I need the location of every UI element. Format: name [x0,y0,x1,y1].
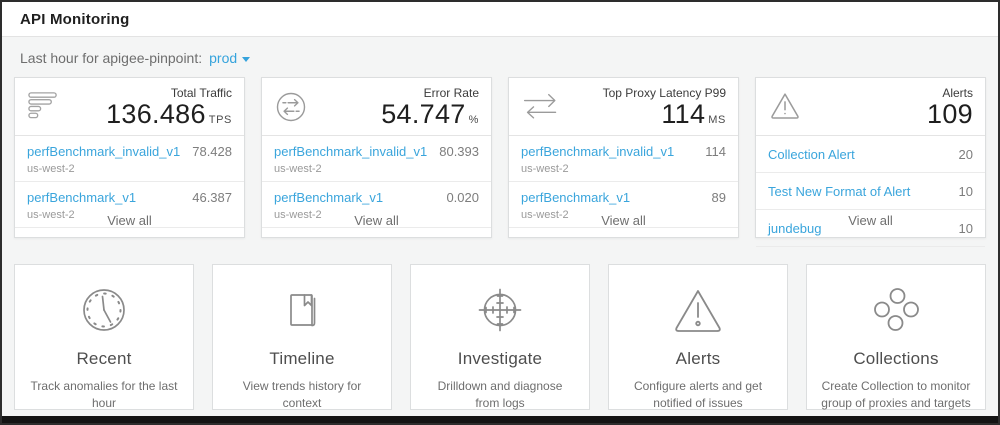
swap-arrows-icon [521,90,561,122]
exchange-arrows-circle-icon [274,90,308,124]
nav-card-title: Investigate [457,349,543,368]
stat-unit: MS [708,114,726,126]
table-row: perfBenchmark_v1 46.387 us-west-2 [15,182,244,228]
latency-header: Top Proxy Latency P99 114 MS [509,78,738,136]
table-row: jundebug 10 [756,210,985,247]
context-label: Last hour for apigee-pinpoint: [20,50,203,66]
nav-card-title: Recent [76,349,132,368]
view-all-link[interactable]: View all [354,213,399,228]
stat-cards-row: Total Traffic 136.486 TPS perfBenchmark_i… [14,77,986,247]
crosshair-icon [411,280,589,340]
stat-unit: % [468,114,479,126]
nav-card-title: Collections [853,349,939,368]
row-region: us-west-2 [27,162,75,175]
view-all-link[interactable]: View all [848,213,893,228]
error-rate-header: Error Rate 54.747% [262,78,491,136]
proxy-link[interactable]: perfBenchmark_v1 [521,189,631,205]
stat-label: Top Proxy Latency P99 [602,86,726,100]
row-value: 46.387 [192,189,232,205]
page-title: API Monitoring [20,11,130,28]
row-value: 10 [958,183,973,199]
row-region: us-west-2 [274,162,322,175]
stat-value: 136.486 [106,99,206,129]
nav-card-description: Configure alerts and get notified of iss… [633,379,763,411]
book-bookmark-icon [213,280,391,340]
row-value: 80.393 [439,143,479,159]
alerts-header: Alerts 109 [756,78,985,136]
nav-card-description: Drilldown and diagnose from logs [437,379,563,411]
table-row: perfBenchmark_invalid_v1 114 us-west-2 [509,136,738,182]
proxy-link[interactable]: perfBenchmark_invalid_v1 [521,143,675,159]
context-bar: Last hour for apigee-pinpoint: prod [2,37,998,75]
proxy-link[interactable]: perfBenchmark_v1 [274,189,384,205]
table-row: perfBenchmark_invalid_v1 80.393 us-west-… [262,136,491,182]
nav-card-title: Timeline [269,349,335,368]
row-region: us-west-2 [521,162,569,175]
nav-card-collections[interactable]: Collections Create Collection to monitor… [806,264,986,410]
warning-triangle-icon [609,280,787,340]
alerts-card: Alerts 109 Collection Alert 20 Test New … [755,77,986,247]
nav-card-timeline[interactable]: Timeline View trends history for context [212,264,392,410]
table-row: Collection Alert 20 [756,136,985,173]
nav-cards-row: Recent Track anomalies for the last hour… [14,264,986,410]
nav-card-description: Create Collection to monitor group of pr… [821,379,971,411]
bar-chart-icon [27,90,60,120]
proxy-link[interactable]: perfBenchmark_v1 [27,189,137,205]
error-rate-card: Error Rate 54.747% perfBenchmark_invalid… [261,77,492,238]
row-value: 78.428 [192,143,232,159]
table-row: perfBenchmark_v1 0.020 us-west-2 [262,182,491,228]
nav-card-alerts[interactable]: Alerts Configure alerts and get notified… [608,264,788,410]
stat-label: Error Rate [423,86,479,100]
view-all-link[interactable]: View all [107,213,152,228]
alert-link[interactable]: jundebug [768,220,822,236]
row-value: 20 [958,146,973,162]
warning-triangle-icon [768,90,802,121]
chevron-down-icon [242,56,251,62]
environment-value: prod [209,50,238,66]
table-row: perfBenchmark_invalid_v1 78.428 us-west-… [15,136,244,182]
row-region: us-west-2 [521,208,569,221]
table-row: Test New Format of Alert 10 [756,173,985,210]
row-region: us-west-2 [274,208,322,221]
nav-card-title: Alerts [675,349,721,368]
latency-card: Top Proxy Latency P99 114 MS perfBenchmar… [508,77,739,238]
app-header: API Monitoring [2,2,998,37]
total-traffic-card: Total Traffic 136.486 TPS perfBenchmark_i… [14,77,245,238]
clock-icon [15,280,193,340]
proxy-link[interactable]: perfBenchmark_invalid_v1 [27,143,181,159]
row-value: 10 [958,220,973,236]
nav-card-description: Track anomalies for the last hour [30,379,178,411]
proxy-link[interactable]: perfBenchmark_invalid_v1 [274,143,428,159]
row-value: 114 [705,143,726,159]
stat-value: 54.747 [381,99,466,129]
table-row: perfBenchmark_v1 89 us-west-2 [509,182,738,228]
environment-dropdown[interactable]: prod [209,50,251,66]
stat-label: Total Traffic [170,86,232,100]
view-all-link[interactable]: View all [601,213,646,228]
total-traffic-header: Total Traffic 136.486 TPS [15,78,244,136]
row-region: us-west-2 [27,208,75,221]
nav-card-investigate[interactable]: Investigate Drilldown and diagnose from … [410,264,590,410]
nav-card-description: View trends history for context [242,379,362,411]
alert-link[interactable]: Test New Format of Alert [768,183,911,199]
stat-value: 114 [661,99,706,129]
stat-label: Alerts [942,86,973,100]
nav-card-recent[interactable]: Recent Track anomalies for the last hour [14,264,194,410]
stat-unit: TPS [208,114,232,126]
stat-value: 109 [927,99,973,129]
alert-link[interactable]: Collection Alert [768,146,855,162]
row-value: 0.020 [446,189,479,205]
row-value: 89 [711,189,726,205]
circle-group-icon [807,280,985,340]
bottom-bar [2,416,998,423]
